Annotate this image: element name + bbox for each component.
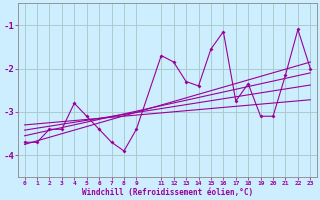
X-axis label: Windchill (Refroidissement éolien,°C): Windchill (Refroidissement éolien,°C) (82, 188, 253, 197)
